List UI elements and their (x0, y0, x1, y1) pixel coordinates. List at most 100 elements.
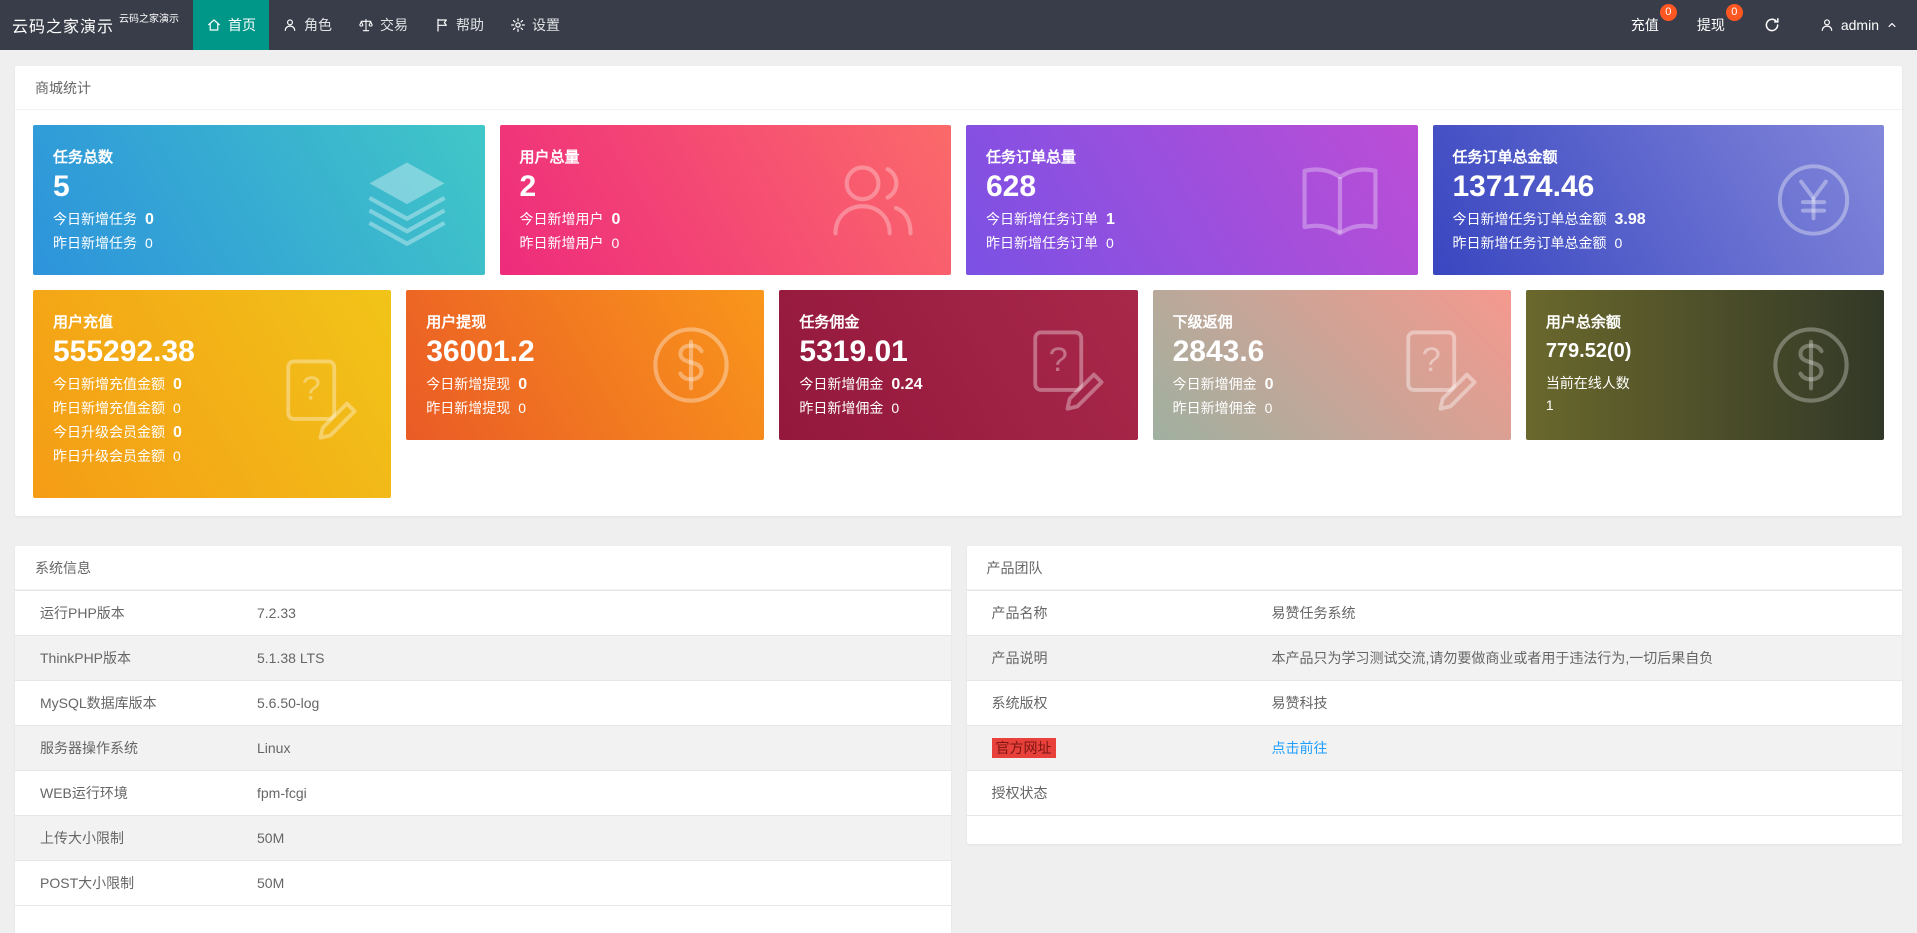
scales-icon (358, 17, 374, 33)
recharge-button[interactable]: 充值 0 (1631, 4, 1677, 35)
stat-card-value: 5319.01 (799, 335, 908, 368)
nav-item-settings[interactable]: 设置 (497, 0, 573, 50)
stat-card-task-commission: 任务佣金 5319.01 今日新增佣金 0.24 昨日新增佣金 0 ? (779, 290, 1138, 440)
recharge-badge: 0 (1659, 4, 1677, 21)
row-label: WEB运行环境 (40, 785, 128, 801)
nav-item-label: 交易 (380, 17, 409, 33)
row-value: 50M (257, 830, 285, 846)
stat-card-value: 36001.2 (426, 335, 535, 368)
row-label: POST大小限制 (40, 875, 135, 891)
stat-card-value: 779.52(0) (1545, 340, 1632, 362)
stat-line-value: 0 (611, 235, 620, 251)
stat-line: 昨日新增任务 0 (53, 233, 465, 253)
doc-question-pencil-icon: ? (1018, 319, 1110, 411)
stat-line-value: 0 (1264, 400, 1273, 416)
stat-card-user-recharge: 用户充值 555292.38 今日新增充值金额 0 昨日新增充值金额 0 今日升… (33, 290, 392, 498)
official-site-red-label: 官方网址 (991, 738, 1056, 758)
stat-card-value: 555292.38 (53, 335, 195, 368)
product-team-panel: 产品团队 产品名称 易赞任务系统 产品说明 本产品只为学习测试交流,请勿要做商业… (966, 546, 1902, 844)
bottom-section: 系统信息 运行PHP版本 7.2.33 ThinkPHP版本 5.1.38 LT… (15, 546, 1902, 933)
stat-card-value: 5 (53, 170, 70, 203)
nav-item-roles[interactable]: 角色 (269, 0, 345, 50)
stat-line-value: 0 (891, 400, 900, 416)
gear-icon (510, 17, 526, 33)
stat-line-value: 0 (173, 448, 181, 464)
stat-line: 今日新增提现 0 (426, 374, 744, 394)
stat-card-title: 任务总数 (53, 149, 114, 166)
row-label: MySQL数据库版本 (40, 695, 157, 711)
user-menu[interactable]: admin (1819, 17, 1899, 33)
nav-item-home[interactable]: 首页 (193, 0, 270, 50)
stat-line-label: 昨日新增任务订单 (986, 235, 1098, 251)
product-team-title: 产品团队 (966, 546, 1902, 590)
refresh-button[interactable] (1763, 16, 1781, 34)
svg-text:?: ? (1048, 341, 1067, 379)
stat-card-total-task-order-amount: 任务订单总金额 137174.46 今日新增任务订单总金额 3.98 昨日新增任… (1432, 125, 1884, 275)
stat-line-label: 今日新增任务 (53, 211, 137, 227)
withdraw-label: 提现 (1696, 17, 1725, 33)
table-row: 系统版权 易赞科技 (966, 681, 1902, 726)
stats-row-1: 任务总数 5 今日新增任务 0 昨日新增任务 0 用户总量 2 今日新增用 (33, 125, 1884, 275)
stats-row-2: 用户充值 555292.38 今日新增充值金额 0 昨日新增充值金额 0 今日升… (33, 290, 1885, 498)
row-value: Linux (257, 740, 291, 756)
table-row: 运行PHP版本 7.2.33 (15, 591, 951, 636)
stat-line-label: 昨日新增提现 (426, 400, 511, 416)
doc-question-pencil-icon: ? (271, 348, 363, 440)
chevron-up-icon (1885, 18, 1899, 32)
table-row: 授权状态 (966, 771, 1902, 816)
stat-line-value: 0 (173, 424, 182, 441)
nav-item-trade[interactable]: 交易 (345, 0, 421, 50)
flag-icon (434, 17, 450, 33)
stat-card-title: 用户提现 (426, 314, 487, 331)
stat-card-subordinate-rebate: 下级返佣 2843.6 今日新增佣金 0 昨日新增佣金 0 ? (1152, 290, 1511, 440)
row-label: 服务器操作系统 (40, 740, 138, 756)
stats-panel: 商城统计 任务总数 5 今日新增任务 0 昨日新增任务 0 用户总量 (15, 66, 1902, 516)
stat-card-title: 任务订单总金额 (1452, 149, 1558, 166)
stat-line: 昨日新增佣金 0 (799, 398, 1117, 418)
system-info-table: 运行PHP版本 7.2.33 ThinkPHP版本 5.1.38 LTS MyS… (15, 590, 951, 906)
stat-line: 当前在线人数 (1546, 373, 1864, 393)
stat-line-value: 0 (1106, 235, 1114, 251)
stat-line-label: 今日新增提现 (426, 376, 511, 392)
nav-item-label: 首页 (228, 17, 257, 33)
users-icon (823, 150, 923, 250)
stat-line-value: 0 (611, 211, 621, 228)
stat-line: 今日升级会员金额 0 (53, 422, 371, 442)
stat-line: 昨日新增用户 0 (520, 233, 932, 253)
official-site-link[interactable]: 点击前往 (1271, 740, 1328, 756)
stat-line-value: 0 (1264, 376, 1274, 393)
stat-line: 今日新增任务订单总金额 3.98 (1453, 209, 1865, 229)
stat-card-title: 任务订单总量 (986, 149, 1077, 166)
stat-line: 今日新增充值金额 0 (53, 374, 371, 394)
username: admin (1840, 17, 1879, 33)
withdraw-button[interactable]: 提现 0 (1696, 4, 1743, 35)
stat-line: 昨日新增任务订单 0 (986, 233, 1398, 253)
row-value: 本产品只为学习测试交流,请勿要做商业或者用于违法行为,一切后果自负 (1271, 650, 1714, 666)
stat-card-value: 2843.6 (1172, 335, 1265, 368)
nav-item-label: 角色 (304, 17, 333, 33)
stat-line: 昨日新增任务订单总金额 0 (1453, 233, 1865, 253)
stat-line-value: 0 (1614, 235, 1623, 251)
home-icon (206, 17, 222, 33)
row-value: 50M (257, 875, 285, 891)
stat-line: 今日新增用户 0 (520, 209, 932, 229)
stat-line-label: 今日新增佣金 (799, 376, 884, 392)
top-navbar: 云码之家演示 云码之家演示 首页 角色 交易 帮助 (0, 0, 1917, 50)
row-value: 易赞任务系统 (1271, 605, 1356, 621)
table-row: 产品名称 易赞任务系统 (966, 591, 1902, 636)
stat-line: 今日新增任务订单 1 (986, 209, 1398, 229)
stat-line-label: 今日新增充值金额 (53, 376, 165, 392)
stat-card-value: 2 (519, 170, 537, 203)
stat-card-title: 用户总量 (519, 149, 580, 166)
stat-line: 昨日新增提现 0 (426, 398, 744, 418)
table-row: 上传大小限制 50M (15, 815, 951, 861)
row-label: 产品说明 (991, 650, 1048, 666)
stat-card-user-total-balance: 用户总余额 779.52(0) 当前在线人数 1 (1525, 290, 1885, 440)
app-logo-text: 云码之家演示 (12, 19, 115, 36)
withdraw-badge: 0 (1725, 4, 1743, 21)
stats-panel-title: 商城统计 (15, 66, 1902, 110)
stat-line-label: 今日新增用户 (519, 211, 604, 227)
stat-line: 今日新增佣金 0.24 (799, 374, 1117, 394)
nav-item-help[interactable]: 帮助 (421, 0, 497, 50)
user-icon (282, 17, 298, 33)
